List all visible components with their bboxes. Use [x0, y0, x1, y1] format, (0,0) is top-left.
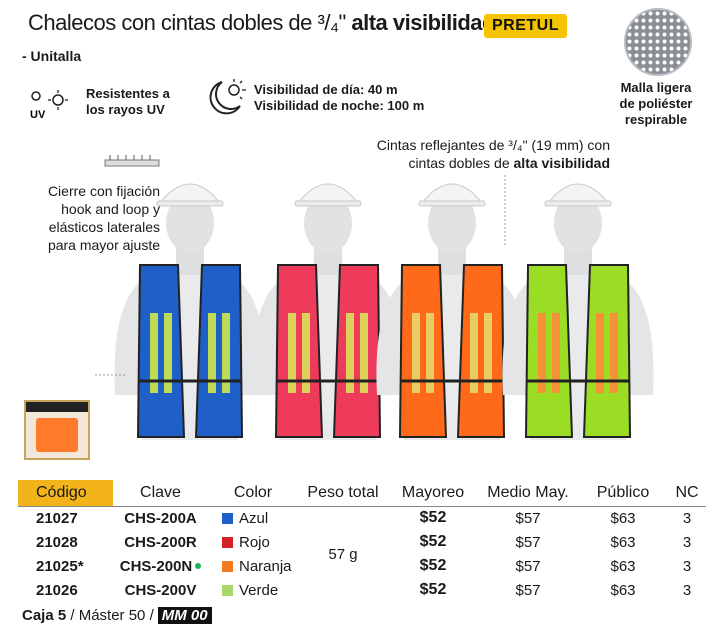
cell-nc: 3 — [682, 581, 692, 599]
cell-medio: $57 — [515, 581, 541, 599]
table-row: 21026 CHS-200V Verde $52 $57 $63 3 — [18, 578, 706, 602]
mesh-line1: Malla ligera — [620, 80, 692, 95]
title-bold: alta visibilidad — [351, 10, 495, 35]
header-nc: NC — [668, 480, 706, 507]
product-package-image — [24, 400, 90, 460]
cell-color: Verde — [208, 578, 298, 602]
mesh-line3: respirable — [624, 112, 688, 127]
day-night-icon — [209, 79, 246, 115]
cell-mayoreo: $52 — [419, 581, 447, 598]
cierre-line3: elásticos laterales — [48, 219, 160, 235]
footer-packaging: Caja 5 / Máster 50 /MM 00 — [22, 607, 212, 624]
cell-code: 21028 — [36, 533, 78, 551]
cell-nc: 3 — [682, 557, 692, 575]
cell-clave: CHS-200N — [113, 554, 208, 578]
cell-clave: CHS-200V — [124, 581, 197, 599]
cell-nc: 3 — [682, 533, 692, 551]
cell-clave: CHS-200A — [124, 509, 197, 527]
cell-medio: $57 — [515, 533, 541, 551]
cell-color: Rojo — [208, 530, 298, 554]
color-name: Naranja — [239, 557, 292, 575]
cell-code: 21025* — [36, 557, 84, 575]
color-name: Verde — [239, 581, 279, 599]
cell-code: 21026 — [36, 581, 78, 599]
color-swatch — [222, 560, 233, 572]
color-swatch — [222, 536, 233, 548]
header-code: Código — [18, 480, 113, 507]
mesh-feature: Malla ligera de poliéster respirable — [604, 80, 708, 128]
cierre-line1: Cierre con fijación — [47, 183, 160, 199]
visibility-feature: Visibilidad de día: 40 m Visibilidad de … — [254, 82, 424, 114]
cell-code: 21027 — [36, 509, 78, 527]
clave-text: CHS-200N — [119, 557, 193, 575]
header-peso: Peso total — [298, 480, 388, 507]
cell-nc: 3 — [682, 509, 692, 527]
color-swatch — [222, 584, 233, 596]
table-header-row: Código Clave Color Peso total Mayoreo Me… — [18, 480, 706, 507]
cell-peso: 57 g — [328, 545, 358, 563]
cintas-line2-bold: alta visibilidad — [513, 155, 610, 171]
header-color: Color — [208, 480, 298, 507]
cell-mayoreo: $52 — [419, 533, 447, 550]
cintas-line2-prefix: cintas dobles de — [408, 155, 510, 171]
price-table: Código Clave Color Peso total Mayoreo Me… — [18, 480, 706, 602]
cell-publico: $63 — [610, 581, 636, 599]
brand-logo: PRETUL — [484, 14, 567, 38]
mannequin-vest — [252, 183, 404, 440]
new-dot-icon — [195, 562, 202, 569]
vest-mannequins-image — [95, 175, 654, 440]
title-prefix: Chalecos con cintas dobles de ³/₄" — [28, 10, 346, 35]
cell-publico: $63 — [610, 533, 636, 551]
cintas-line1: Cintas reflejantes de ³/₄" (19 mm) con — [376, 137, 610, 153]
header-publico: Público — [578, 480, 668, 507]
cell-medio: $57 — [515, 509, 541, 527]
cell-medio: $57 — [515, 557, 541, 575]
mesh-line2: de poliéster — [619, 96, 693, 111]
color-swatch — [222, 512, 233, 524]
table-row: 21025* CHS-200N Naranja $52 $57 $63 3 — [18, 554, 706, 578]
footer-master: / Máster 50 / — [66, 607, 154, 624]
mannequin-vest — [376, 183, 528, 440]
cell-color: Naranja — [208, 554, 298, 578]
color-name: Azul — [239, 509, 269, 527]
svg-text:UV: UV — [30, 109, 46, 121]
mannequin-vest — [502, 183, 654, 440]
table-row: 21028 CHS-200R Rojo $52 $57 $63 3 — [18, 530, 706, 554]
cierre-line4: para mayor ajuste — [47, 237, 160, 253]
mannequin-vest — [114, 183, 266, 440]
footer-caja: Caja 5 — [22, 607, 67, 624]
cell-mayoreo: $52 — [419, 509, 447, 527]
mesh-swatch-icon — [624, 8, 692, 76]
cell-publico: $63 — [610, 509, 636, 527]
header-mayoreo: Mayoreo — [388, 480, 478, 507]
uv-line2: los rayos UV — [86, 102, 165, 117]
header-clave: Clave — [113, 480, 208, 507]
footer-mm: MM 00 — [157, 607, 212, 624]
cell-color: Azul — [208, 506, 298, 530]
uv-sun-icon: UV — [30, 90, 68, 121]
color-name: Rojo — [239, 533, 270, 551]
unitalla-label: - Unitalla — [22, 48, 82, 64]
cintas-callout: Cintas reflejantes de ³/₄" (19 mm) con c… — [330, 136, 610, 172]
cell-mayoreo: $52 — [419, 557, 447, 574]
cintas-line2: cintas dobles de alta visibilidad — [330, 154, 610, 172]
cierre-callout: Cierre con fijación hook and loop y elás… — [10, 182, 160, 254]
night-visibility: Visibilidad de noche: 100 m — [254, 98, 425, 113]
uv-feature: Resistentes a los rayos UV — [86, 86, 170, 118]
day-visibility: Visibilidad de día: 40 m — [254, 82, 398, 97]
header-medio: Medio May. — [478, 480, 578, 507]
cell-clave: CHS-200R — [124, 533, 197, 551]
cell-publico: $63 — [610, 557, 636, 575]
table-row: 21027 CHS-200A Azul 57 g $52 $57 $63 3 — [18, 506, 706, 563]
cierre-line2: hook and loop y — [61, 201, 160, 217]
page-title: Chalecos con cintas dobles de ³/₄" alta … — [28, 10, 495, 36]
uv-line1: Resistentes a — [86, 86, 170, 101]
hook-loop-icon — [104, 155, 160, 167]
